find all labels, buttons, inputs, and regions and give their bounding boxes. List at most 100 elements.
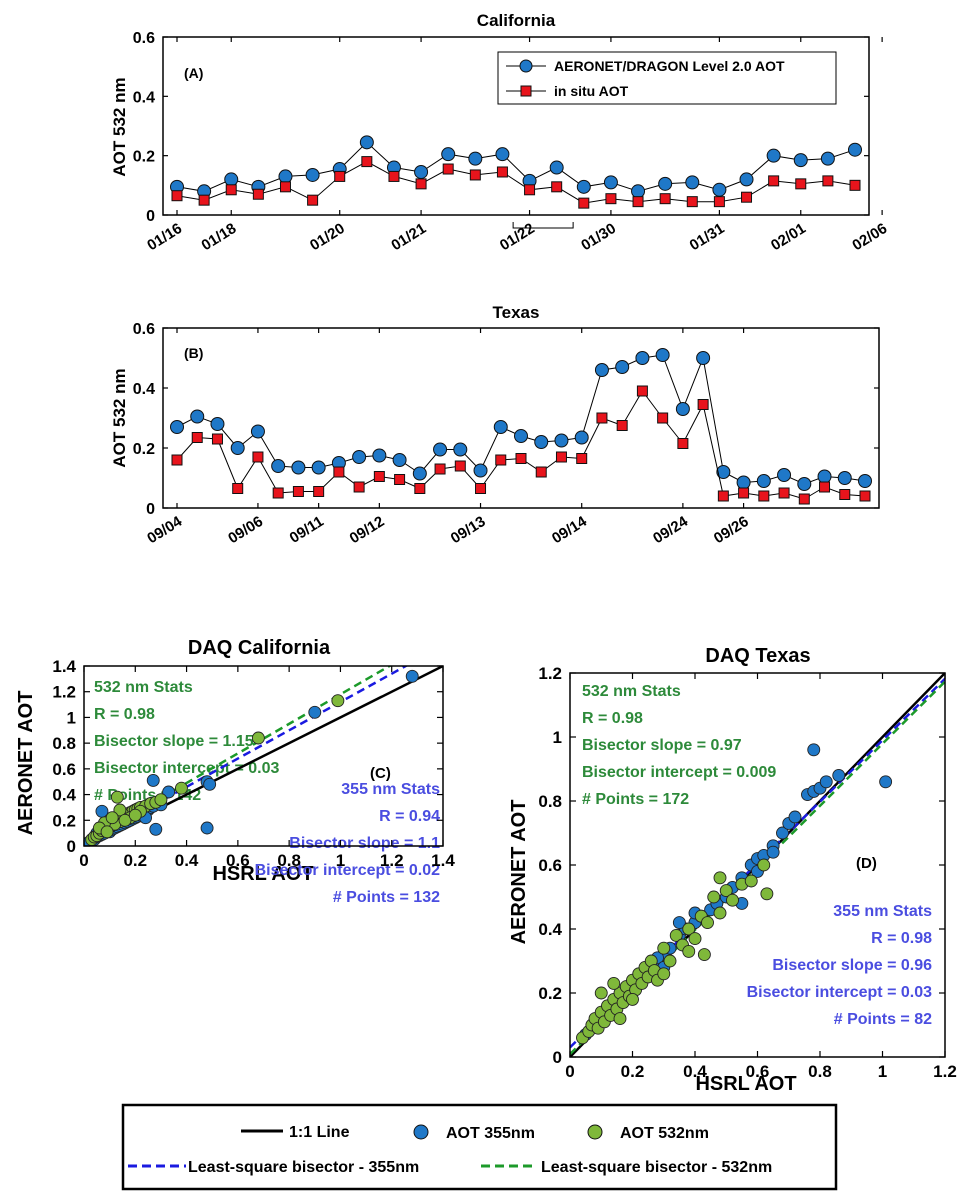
panel-c-xtick-label: 0.4 [175, 851, 199, 870]
stat-d355-4: # Points = 82 [834, 1011, 932, 1028]
panel-c-aot532-point [331, 694, 345, 708]
panel-b-insitu-point [171, 454, 183, 466]
stat-d355-0: 355 nm Stats [833, 903, 932, 920]
panel-b-aeronet-point [291, 460, 306, 475]
panel-d-ytick-label: 0.2 [538, 984, 562, 1003]
panel-b-insitu-point [616, 420, 628, 431]
panel-a-insitu-point [442, 163, 454, 175]
legend-aot532-label: AOT 532nm [620, 1125, 709, 1142]
panel-c-xtick-label: 0.6 [226, 851, 250, 870]
panel-d-aot532-point [713, 871, 727, 885]
panel-c-ylabel: AERONET AOT [15, 691, 37, 836]
panel-c-aot532-point [154, 793, 168, 807]
panel-c-aot532-point [105, 811, 119, 825]
panel-a-aeronet-point [278, 169, 293, 184]
panel-d-aot355-point [672, 916, 686, 930]
panel-b-aeronet-point [534, 435, 549, 449]
panel-a-legend: AERONET/DRAGON Level 2.0 AOT in situ AOT [497, 51, 837, 105]
panel-b-insitu-point [414, 483, 426, 494]
panel-b-aeronet-point [655, 348, 670, 362]
stat-d532-3: Bisector intercept = 0.009 [582, 764, 776, 781]
panel-a-ytick-label: 0.4 [133, 89, 155, 106]
panel-a-insitu-point [713, 196, 725, 208]
panel-d-aot355-point [819, 775, 833, 789]
stat-d532-0: 532 nm Stats [582, 683, 681, 700]
panel-b-ytick-label: 0.6 [133, 321, 155, 338]
panel-a-insitu-point [279, 181, 291, 193]
panel-b-insitu-point [353, 481, 365, 493]
panel-b-aeronet-point [392, 453, 407, 467]
panel-a-insitu-point [686, 196, 698, 208]
legend-ls355-label: Least-square bisector - 355nm [188, 1159, 419, 1176]
panel-a-title: California [477, 11, 556, 30]
panel-d-aot532-point [657, 967, 671, 981]
panel-d-lines [570, 673, 945, 1057]
panel-b-aeronet-point [554, 433, 569, 448]
stat-d532-1: R = 0.98 [582, 710, 643, 727]
panel-a-insitu-point [849, 179, 861, 191]
panel-d-ytick-label: 0.8 [538, 792, 562, 811]
legend-aot355-label: AOT 355nm [446, 1125, 535, 1142]
panel-b-xtick-label: 09/26 [711, 513, 752, 547]
legend-aot532-marker [587, 1124, 603, 1140]
panel-b-aeronet-point [858, 474, 872, 488]
panel-b-insitu-point [333, 466, 345, 478]
panel-a-aeronet-point [549, 160, 564, 175]
legend-aeronet-marker [519, 59, 533, 73]
panel-d-ylabel: AERONET AOT [508, 800, 530, 945]
panel-c-aot355-point [149, 822, 163, 836]
panel-d-xtick-label: 0.8 [808, 1062, 832, 1081]
panel-d-aot532-point [713, 906, 727, 920]
panel-d-stats-532: 532 nm Stats R = 0.98 Bisector slope = 0… [582, 683, 776, 808]
panel-c-title: DAQ California [188, 637, 331, 659]
panel-b-aeronet-point [190, 409, 205, 424]
panel-d-aot532-point [760, 887, 774, 901]
panel-c-aot355-point [203, 777, 217, 791]
panel-c-xtick-label: 1.2 [380, 851, 404, 870]
panel-a-insitu-point [388, 170, 400, 182]
panel-b-aeronet-point [777, 468, 792, 482]
panel-a-insitu-point [795, 178, 807, 190]
panel-b-insitu-point [475, 483, 487, 494]
panel-c-aot355-point [200, 821, 214, 835]
panel-d-ytick-label: 1.2 [538, 664, 562, 683]
panel-d-aot532-point [726, 893, 739, 907]
panel-c-xtick-label: 0 [79, 851, 88, 870]
panel-a-insitu-point [361, 156, 373, 168]
panel-a-insitu-point [252, 188, 264, 200]
panel-d-xlabel: HSRL AOT [695, 1073, 796, 1095]
panel-b-insitu-point [839, 489, 851, 500]
panel-a-insitu-point [334, 170, 346, 182]
panel-a-ylabel: AOT 532 nm [110, 77, 129, 176]
panel-b-aeronet-point [574, 430, 589, 445]
panel-d-xtick-label: 0.4 [683, 1062, 707, 1081]
panel-b-insitu-point [657, 412, 669, 424]
panel-c-ytick-label: 0.8 [52, 734, 76, 753]
panel-b-xtick-label: 09/12 [347, 513, 388, 547]
legend-ls532-label: Least-square bisector - 532nm [541, 1159, 772, 1176]
panel-b-aeronet-point [311, 460, 326, 475]
panel-c-aot355-point [162, 785, 176, 799]
panel-b-aeronet-point [230, 441, 245, 455]
panel-c-xlabel: HSRL AOT [212, 863, 313, 885]
panel-b-insitu-point [798, 493, 810, 505]
panel-a-insitu-point [171, 190, 183, 202]
panel-a-aeronet-point [441, 147, 456, 162]
panel-a-aeronet-point [305, 167, 320, 182]
panel-b-xtick-label: 09/14 [549, 513, 590, 548]
panel-b-aeronet-point [797, 477, 812, 491]
panel-a-aeronet-point [468, 151, 483, 166]
panel-a-insitu-point [496, 166, 508, 178]
panel-b-ylabel: AOT 532 nm [110, 368, 129, 467]
panel-b-insitu-point [454, 460, 466, 472]
panel-b-aeronet-point [817, 469, 832, 484]
panel-b-ytick-label: 0.2 [133, 441, 155, 458]
legend-aeronet-label: AERONET/DRAGON Level 2.0 AOT [554, 58, 785, 74]
panel-c-aot355-point [146, 773, 160, 787]
panel-d-aot355-point [807, 743, 821, 757]
panel-b-insitu-point [232, 483, 244, 494]
panel-c-ytick-label: 1.2 [52, 683, 76, 702]
panel-d-aot532-point [607, 976, 621, 990]
panel-d-aot532-point [688, 932, 702, 946]
